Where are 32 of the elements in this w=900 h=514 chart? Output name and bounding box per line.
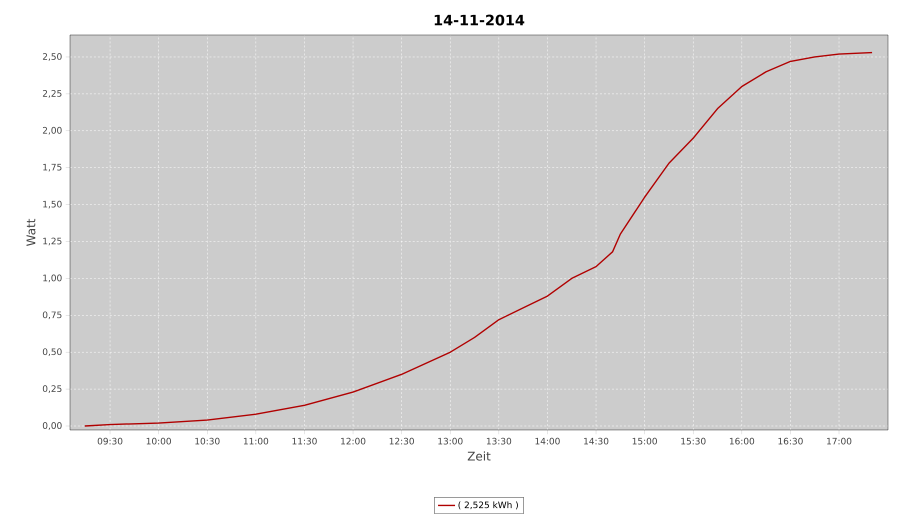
x-tick-label: 13:30	[486, 438, 512, 445]
x-tick-label: 09:30	[98, 438, 122, 445]
line-series	[84, 52, 873, 427]
legend-label: ( 2,525 kWh )	[458, 501, 518, 510]
x-tick-label: 12:30	[390, 438, 414, 445]
x-tick-label: 11:30	[292, 438, 317, 445]
y-tick-label: 0,00	[42, 422, 62, 430]
x-tick-label: 16:30	[778, 438, 803, 445]
y-tick-label: 2,50	[42, 53, 62, 61]
x-tick-label: 17:00	[827, 438, 852, 445]
y-tick-label: 1,00	[43, 274, 62, 282]
y-tick-label: 0,75	[42, 312, 62, 320]
y-tick-label: 1,50	[43, 200, 62, 209]
x-tick-label: 14:30	[584, 438, 608, 445]
x-tick-label: 10:00	[146, 438, 171, 445]
y-tick-label: 2,25	[42, 90, 62, 98]
x-tick-label: 13:00	[438, 438, 463, 445]
x-tick-label: 12:00	[341, 438, 366, 445]
chart-title: 14-11-2014	[434, 14, 524, 26]
x-tick-label: 10:30	[195, 438, 220, 445]
x-tick-label: 11:00	[244, 438, 268, 445]
y-tick-label: 1,75	[43, 164, 62, 172]
x-tick-label: 16:00	[730, 438, 754, 445]
y-tick-label: 1,25	[43, 238, 62, 246]
x-tick-label: 15:00	[632, 438, 657, 445]
y-axis-title: Watt	[26, 218, 36, 246]
y-tick-label: 0,25	[42, 385, 62, 394]
x-tick-label: 15:30	[681, 438, 706, 445]
x-axis-title: Zeit	[468, 451, 491, 461]
y-tick-label: 0,50	[42, 348, 62, 356]
x-tick-label: 14:00	[536, 438, 560, 445]
y-tick-label: 2,00	[42, 127, 62, 135]
